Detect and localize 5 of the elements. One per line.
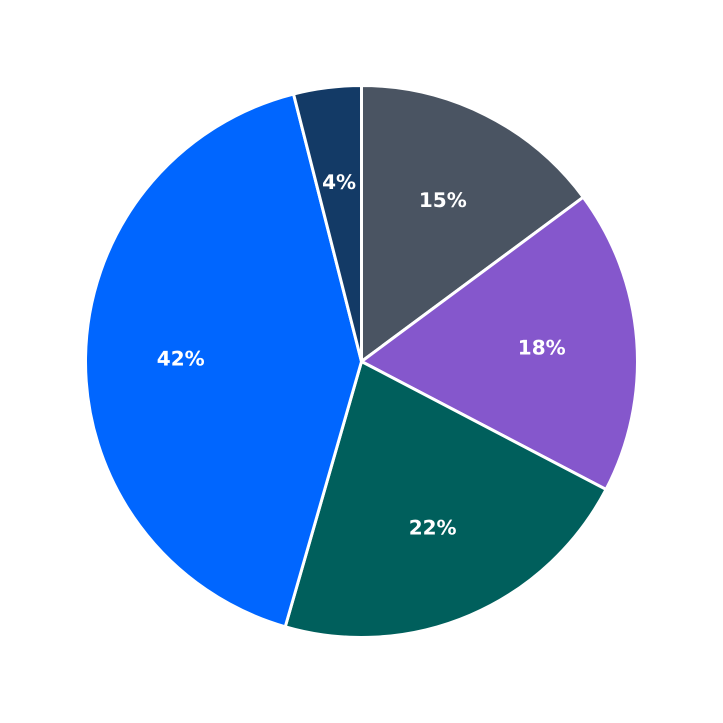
data-label: 22% [408, 516, 457, 540]
data-label: 42% [156, 346, 205, 371]
data-label: 4% [322, 170, 356, 194]
data-label: 18% [518, 335, 566, 360]
data-label: 15% [418, 188, 467, 212]
